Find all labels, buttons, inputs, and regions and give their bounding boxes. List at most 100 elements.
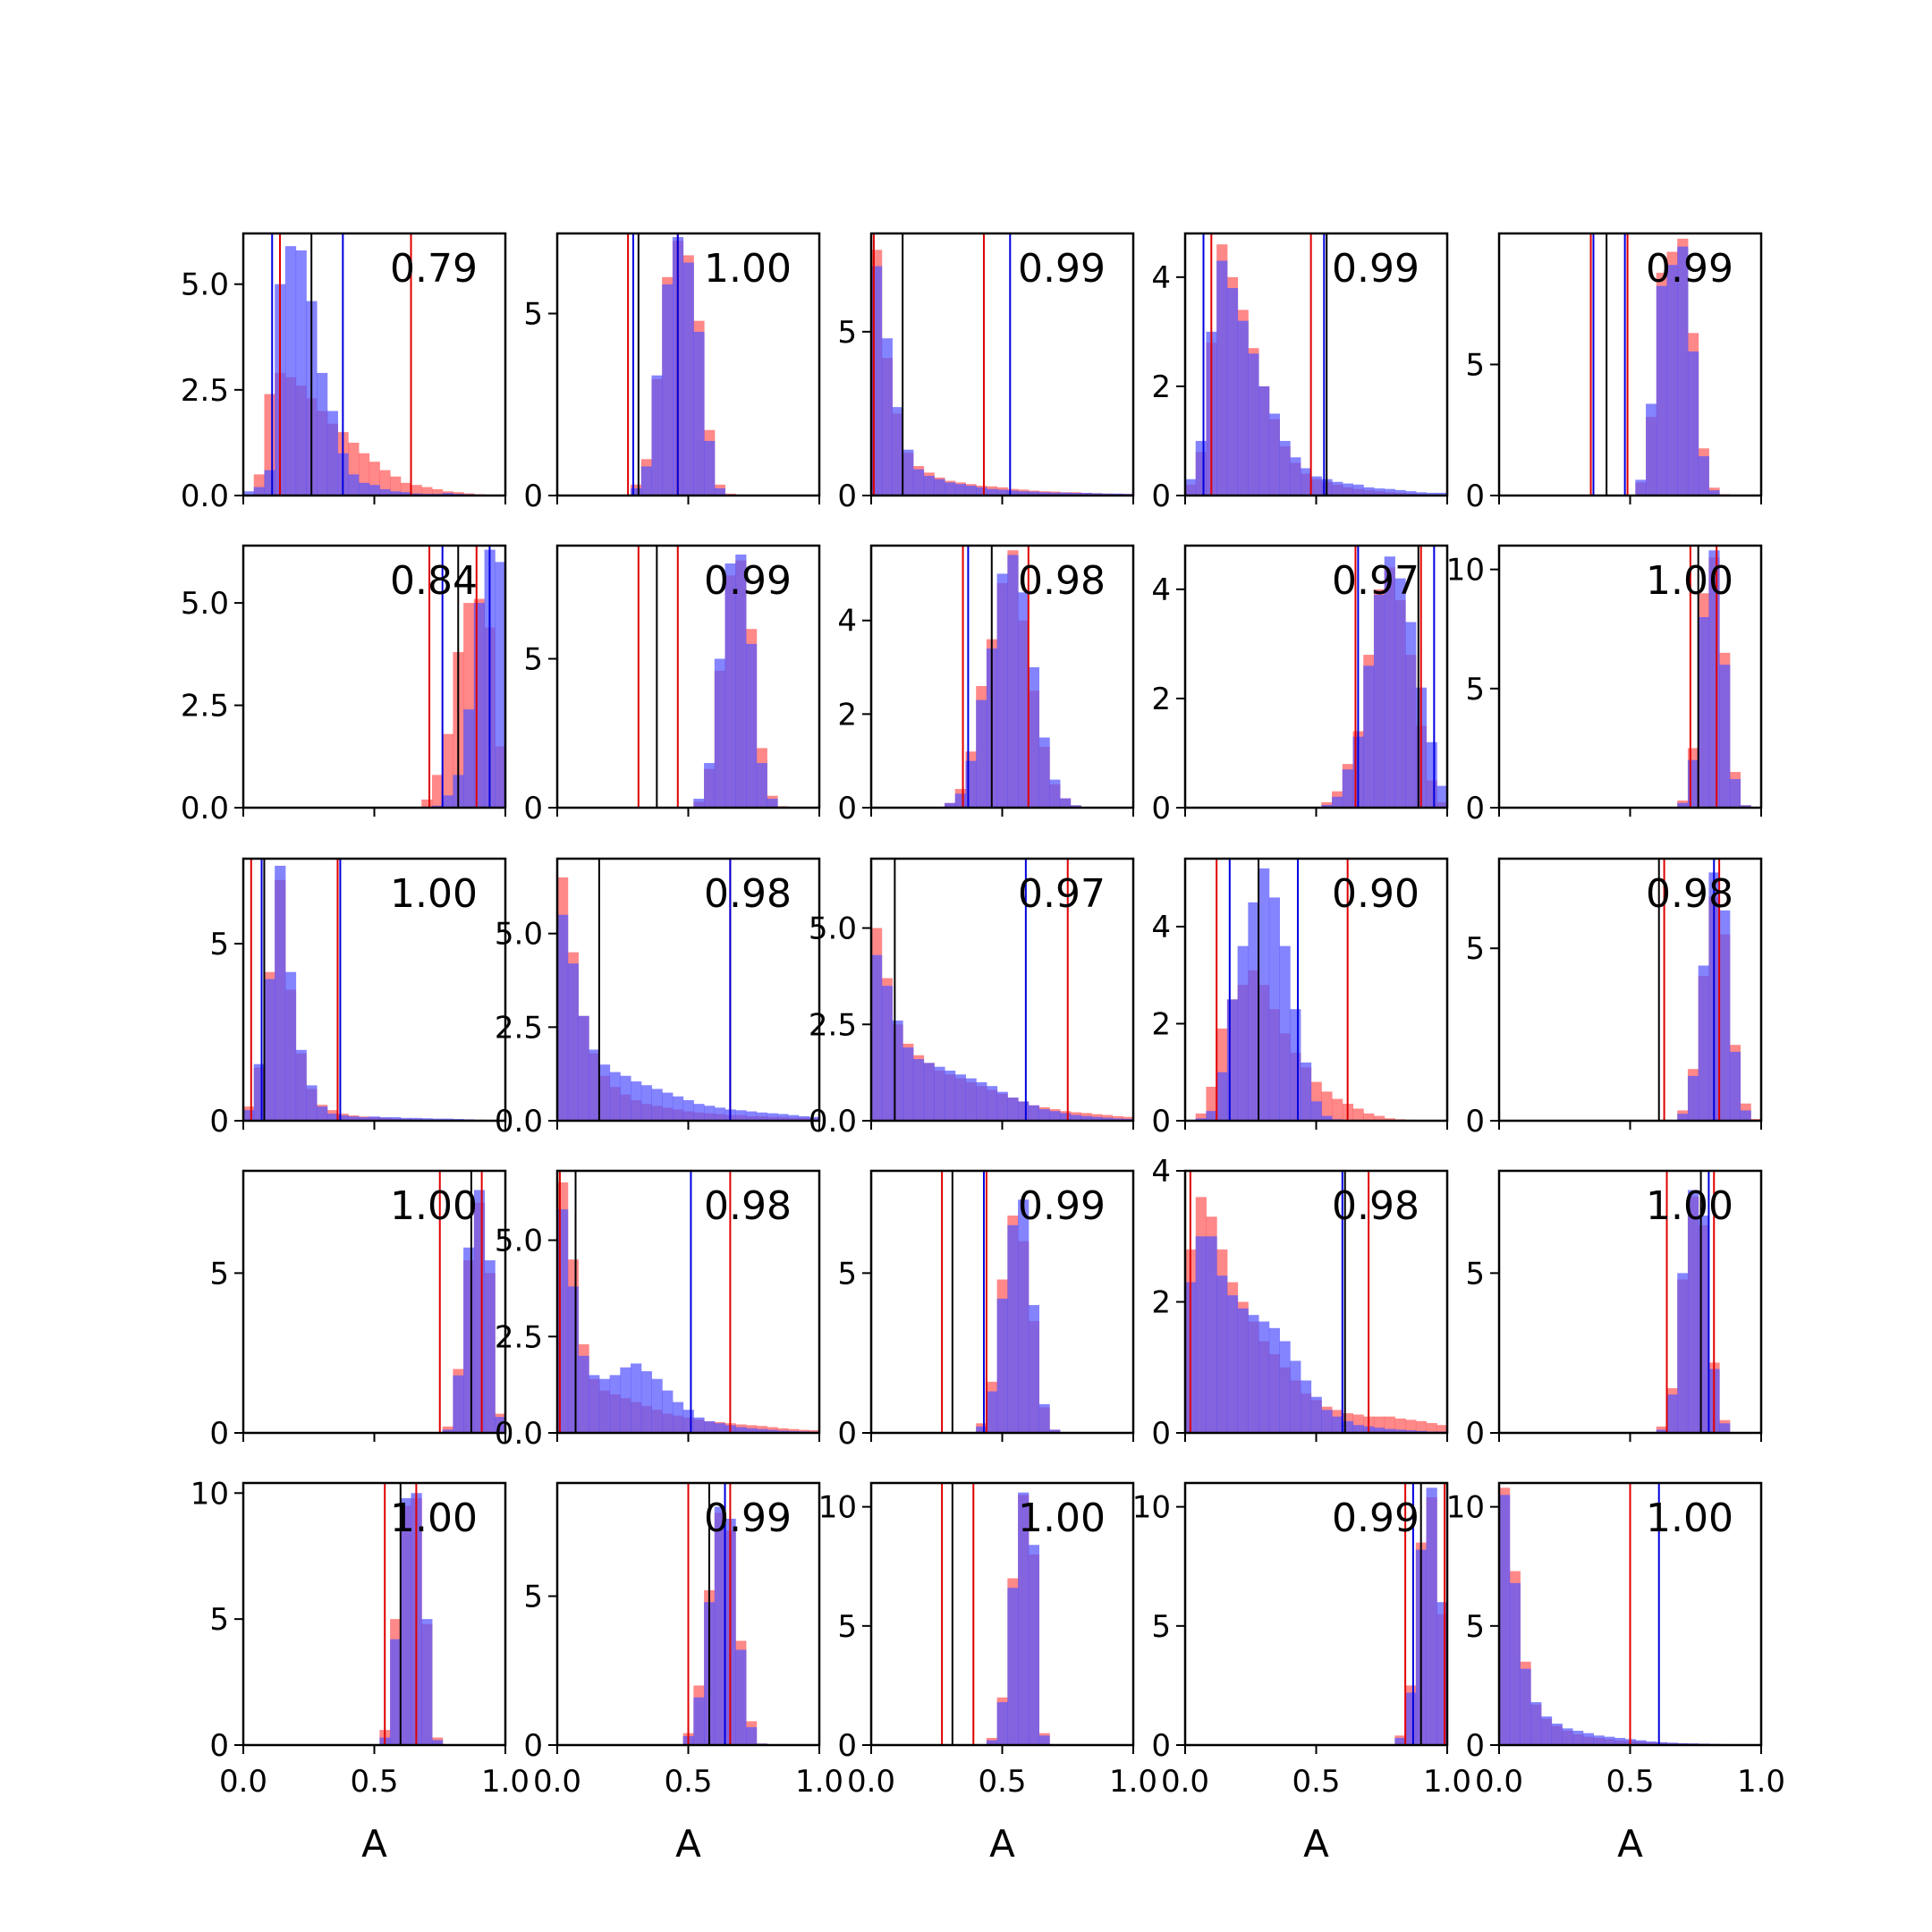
blue-histogram-bar <box>640 466 652 496</box>
bars-group <box>1677 872 1761 1121</box>
blue-histogram-bar <box>714 487 726 496</box>
panel-1-1: 0.0 2.5 5.0 0.79 <box>181 232 507 514</box>
y-tick-label: 5 <box>1465 672 1485 708</box>
blue-histogram-bar <box>1635 1740 1647 1745</box>
blue-histogram-bar <box>934 1066 945 1121</box>
panel-3-2: 0.0 2.5 5.0 0.98 <box>495 857 821 1140</box>
blue-histogram-bar <box>1007 1097 1019 1121</box>
blue-histogram-bar <box>631 487 642 496</box>
panel-2-2: 050.99 <box>523 544 821 826</box>
blue-histogram-bar <box>1049 1429 1061 1433</box>
blue-histogram-bar <box>976 487 987 496</box>
blue-histogram-bar <box>1216 260 1228 496</box>
blue-histogram-bar <box>745 643 758 808</box>
blue-histogram-bar <box>1321 804 1333 808</box>
blue-histogram-bar <box>923 1063 935 1121</box>
blue-histogram-bar <box>871 266 883 496</box>
panel-value-label: 1.00 <box>1646 1183 1733 1229</box>
blue-histogram-bar <box>1562 1728 1573 1745</box>
panel-2-1: 0.0 2.5 5.0 0.84 <box>181 544 507 826</box>
blue-histogram-bar <box>598 1064 611 1121</box>
blue-histogram-bar <box>1226 288 1239 496</box>
red-histogram-bar <box>1363 1113 1375 1121</box>
y-tick-label: 2 <box>1151 1285 1171 1321</box>
blue-histogram-bar <box>693 1417 705 1433</box>
blue-histogram-bar <box>1038 492 1050 496</box>
blue-histogram-bar <box>735 554 747 808</box>
blue-histogram-bar <box>1018 1101 1030 1121</box>
blue-histogram-bar <box>912 469 925 496</box>
blue-histogram-bar <box>682 262 694 496</box>
blue-histogram-bar <box>1216 1275 1228 1433</box>
blue-histogram-bar <box>1028 1305 1040 1433</box>
blue-histogram-bar <box>640 1085 652 1121</box>
panel-value-label: 0.98 <box>704 1183 792 1229</box>
blue-histogram-bar <box>1415 492 1428 496</box>
blue-histogram-bar <box>1499 1495 1511 1745</box>
y-tick-label: 5.0 <box>495 917 543 953</box>
red-histogram-bar <box>1384 1416 1395 1433</box>
blue-histogram-bar <box>704 1106 716 1121</box>
blue-histogram-bar <box>662 284 674 496</box>
blue-histogram-bar <box>253 487 265 496</box>
blue-histogram-bar <box>379 1117 391 1121</box>
blue-histogram-bar <box>1028 667 1040 808</box>
blue-histogram-bar <box>589 1375 600 1433</box>
blue-histogram-bar <box>1028 1545 1040 1745</box>
blue-histogram-bar <box>1719 910 1731 1121</box>
blue-histogram-bar <box>1677 1114 1689 1121</box>
blue-histogram-bar <box>295 1049 307 1121</box>
blue-histogram-bar <box>682 1410 694 1433</box>
blue-histogram-bar <box>1038 1109 1050 1121</box>
blue-histogram-bar <box>1070 1114 1081 1121</box>
x-tick-label: 0.0 <box>533 1764 581 1800</box>
blue-histogram-bar <box>1436 1602 1447 1745</box>
blue-histogram-bar <box>871 954 883 1121</box>
blue-histogram-bar <box>1666 1742 1678 1745</box>
blue-histogram-bar <box>1656 1741 1668 1745</box>
red-histogram-bar <box>1394 1418 1406 1433</box>
blue-histogram-bar <box>1059 1113 1072 1121</box>
blue-histogram-bar <box>473 603 486 808</box>
blue-histogram-bar <box>442 1429 453 1433</box>
y-tick-label: 2 <box>837 697 857 733</box>
y-tick-label: 0 <box>1151 791 1171 826</box>
panel-1-3: 050.99 <box>837 232 1135 514</box>
blue-histogram-bar <box>1436 492 1447 496</box>
blue-histogram-bar <box>945 482 956 496</box>
blue-histogram-bar <box>379 488 391 496</box>
blue-histogram-bar <box>1540 1716 1553 1745</box>
blue-histogram-bar <box>1729 1051 1741 1121</box>
blue-histogram-bar <box>1279 945 1291 1121</box>
blue-histogram-bar <box>1405 1692 1417 1745</box>
blue-histogram-bar <box>463 709 475 808</box>
blue-histogram-bar <box>1363 487 1375 496</box>
x-tick-label: 0.0 <box>219 1764 267 1800</box>
blue-histogram-bar <box>693 1104 705 1121</box>
blue-histogram-bar <box>567 963 579 1121</box>
blue-histogram-bar <box>777 1114 789 1121</box>
blue-histogram-bar <box>756 1428 767 1433</box>
y-tick-label: 0 <box>209 1416 229 1452</box>
x-tick-label: 0.5 <box>1292 1764 1340 1800</box>
blue-histogram-bar <box>1656 285 1668 496</box>
blue-histogram-bar <box>714 658 726 808</box>
blue-histogram-bar <box>1279 1341 1291 1433</box>
blue-histogram-bar <box>1049 779 1061 808</box>
blue-histogram-bar <box>881 986 893 1121</box>
blue-histogram-bar <box>714 1107 726 1121</box>
blue-histogram-bar <box>358 1117 370 1121</box>
blue-histogram-bar <box>609 1375 621 1433</box>
blue-histogram-bar <box>1373 1428 1385 1433</box>
x-tick-label: 0.5 <box>978 1764 1026 1800</box>
y-tick-label: 0 <box>837 1416 857 1452</box>
blue-histogram-bar <box>1384 556 1395 808</box>
blue-histogram-bar <box>1342 769 1354 808</box>
y-tick-label: 2.5 <box>495 1010 543 1046</box>
blue-histogram-bar <box>809 1116 819 1121</box>
blue-histogram-bar <box>1582 1733 1594 1745</box>
blue-histogram-bar <box>1290 457 1301 496</box>
y-tick-label: 0 <box>1151 1728 1171 1764</box>
blue-histogram-bar <box>986 1391 998 1433</box>
blue-histogram-bar <box>1394 578 1406 808</box>
